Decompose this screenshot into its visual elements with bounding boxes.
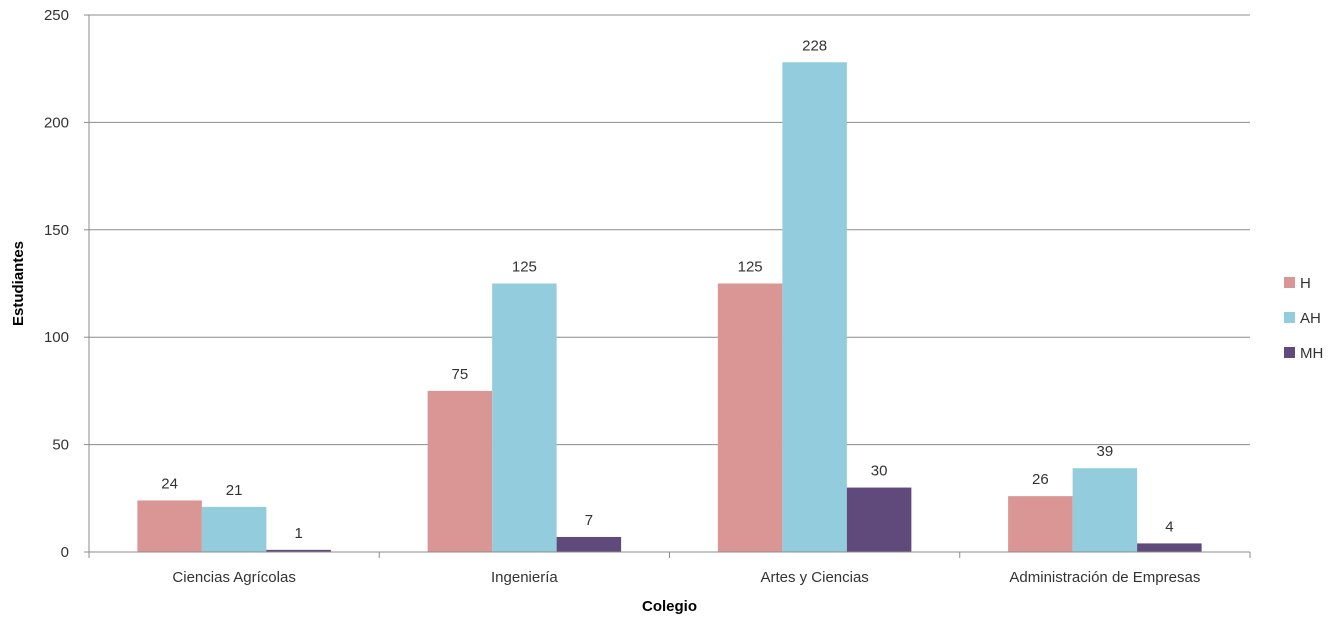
y-tick-label: 0 bbox=[61, 544, 69, 561]
x-tick-label: Administración de Empresas bbox=[1009, 569, 1200, 586]
data-label: 228 bbox=[802, 37, 827, 54]
data-label: 75 bbox=[452, 366, 469, 383]
data-label: 125 bbox=[738, 259, 763, 276]
bar bbox=[266, 549, 331, 552]
legend-label: AH bbox=[1300, 310, 1321, 327]
bars bbox=[137, 62, 1202, 552]
data-label: 39 bbox=[1097, 443, 1114, 460]
bar bbox=[1008, 496, 1073, 552]
data-label: 30 bbox=[871, 463, 888, 480]
legend-swatch bbox=[1284, 277, 1295, 288]
x-tick-label: Ciencias Agrícolas bbox=[172, 569, 295, 586]
bar bbox=[846, 487, 912, 552]
bar bbox=[201, 506, 267, 552]
data-label: 7 bbox=[585, 512, 593, 529]
data-label: 125 bbox=[512, 259, 537, 276]
bar bbox=[782, 62, 847, 552]
bar bbox=[556, 536, 622, 552]
x-tick-label: Artes y Ciencias bbox=[760, 569, 868, 586]
data-label: 4 bbox=[1165, 518, 1173, 535]
legend-swatch bbox=[1284, 347, 1295, 358]
bar bbox=[717, 283, 783, 552]
y-tick-label: 250 bbox=[44, 7, 69, 24]
legend-label: H bbox=[1300, 275, 1311, 292]
bar bbox=[137, 500, 202, 552]
grid bbox=[89, 14, 1250, 446]
y-tick-label: 200 bbox=[44, 114, 69, 131]
x-tick-label: Ingeniería bbox=[491, 569, 558, 586]
axes: 0 50 100 150 200 250 Ciencias Agrícolas Ingenie… bbox=[44, 7, 1251, 586]
x-axis-title: Colegio bbox=[642, 598, 697, 615]
bar bbox=[492, 283, 557, 552]
y-tick-label: 100 bbox=[44, 329, 69, 346]
bar bbox=[427, 390, 493, 552]
data-labels: 24 21 1 75 125 7 125 228 30 26 39 4 bbox=[161, 37, 1173, 542]
y-tick-label: 150 bbox=[44, 222, 69, 239]
y-tick-label: 50 bbox=[52, 437, 69, 454]
data-label: 1 bbox=[294, 525, 302, 542]
bar bbox=[1072, 468, 1138, 552]
data-label: 21 bbox=[226, 482, 243, 499]
y-axis-title: Estudiantes bbox=[10, 241, 27, 326]
bar bbox=[1137, 543, 1202, 552]
legend: H AH MH bbox=[1284, 275, 1323, 362]
legend-label: MH bbox=[1300, 345, 1323, 362]
legend-swatch bbox=[1284, 312, 1295, 323]
data-label: 26 bbox=[1032, 471, 1049, 488]
data-label: 24 bbox=[161, 475, 178, 492]
